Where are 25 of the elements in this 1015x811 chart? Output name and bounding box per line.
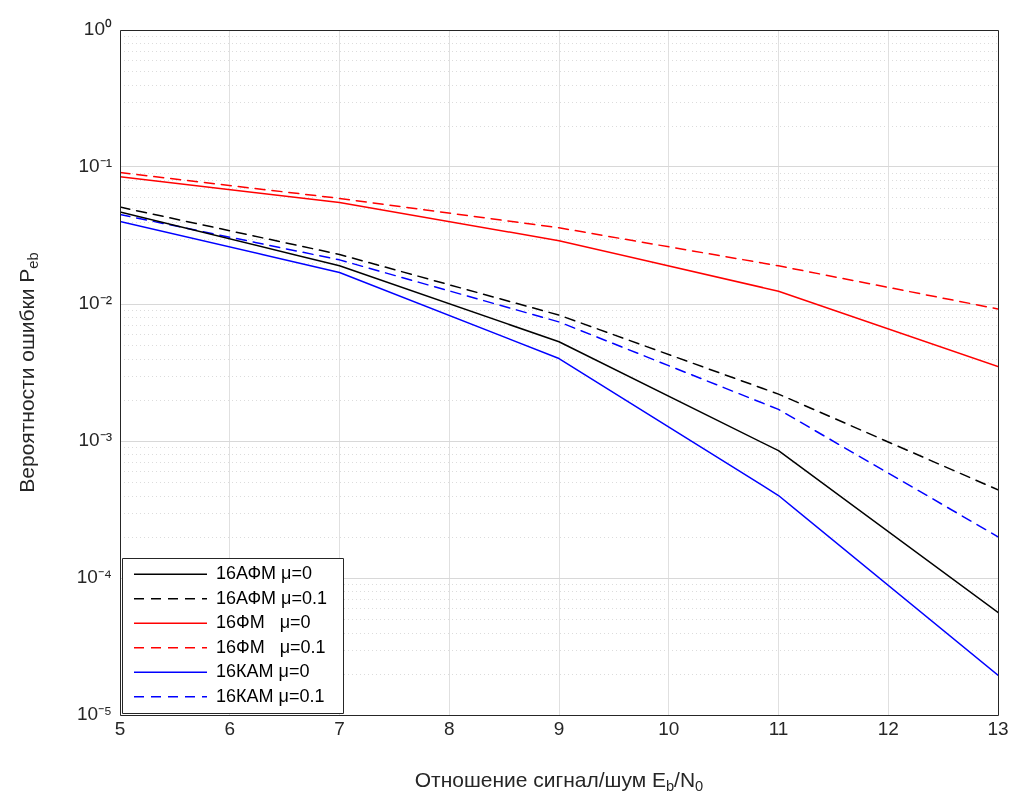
legend-label: 16ФМ μ=0 xyxy=(216,612,311,633)
y-axis-title: Вероятности ошибки Peb xyxy=(14,252,42,493)
legend-label: 16КАМ μ=0.1 xyxy=(216,685,325,706)
legend-label: 16ФМ μ=0.1 xyxy=(216,636,326,657)
x-tick-label: 12 xyxy=(877,717,899,739)
legend-label: 16АФМ μ=0 xyxy=(216,563,313,584)
x-tick-label: 9 xyxy=(553,717,565,739)
y-tick-label: 10⁻⁴ xyxy=(76,566,112,588)
y-tick-label: 10⁻¹ xyxy=(78,155,112,177)
x-tick-label: 13 xyxy=(987,717,1009,739)
line-series xyxy=(120,171,998,310)
x-tick-label: 7 xyxy=(334,717,345,739)
legend-label: 16КАМ μ=0 xyxy=(216,661,310,682)
y-tick-label: 10⁻³ xyxy=(78,429,112,451)
legend-label: 16АФМ μ=0.1 xyxy=(216,587,328,608)
x-tick-label: 6 xyxy=(224,717,236,739)
line-series xyxy=(120,213,998,538)
line-series xyxy=(120,206,998,491)
x-tick-label: 5 xyxy=(114,717,126,739)
y-tick-label: 10⁰ xyxy=(83,18,112,40)
x-tick-label: 10 xyxy=(658,717,680,739)
x-tick-label: 8 xyxy=(443,717,455,739)
x-tick-label: 11 xyxy=(768,717,789,739)
y-tick-label: 10⁻⁵ xyxy=(76,703,112,725)
y-tick-label: 10⁻² xyxy=(78,292,112,314)
